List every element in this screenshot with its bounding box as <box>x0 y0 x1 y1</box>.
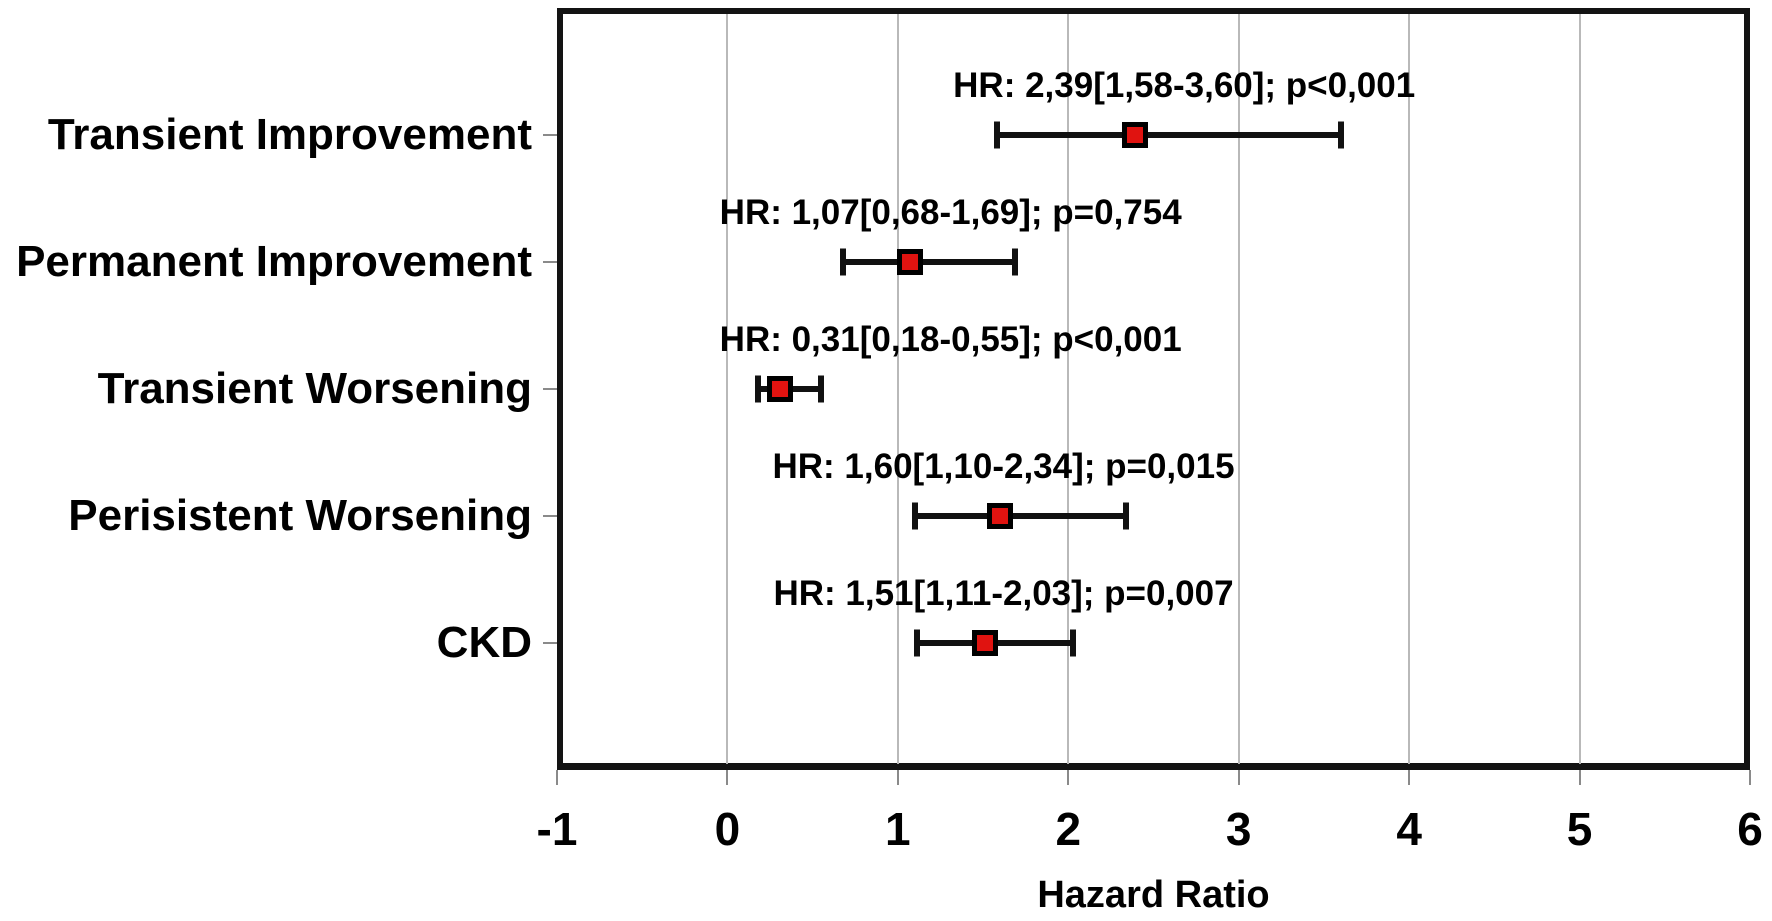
x-axis-tick <box>1237 770 1240 785</box>
category-label: CKD <box>436 618 532 667</box>
gridline <box>1578 14 1581 764</box>
ci-upper-cap <box>1012 248 1019 276</box>
hazard-ratio-marker <box>1121 122 1148 148</box>
x-tick-label: 6 <box>1737 803 1763 855</box>
category-label: Transient Improvement <box>47 110 532 159</box>
confidence-interval-bar <box>914 513 1127 519</box>
confidence-interval-bar <box>843 259 1016 265</box>
ci-upper-cap <box>818 375 825 403</box>
hazard-ratio-marker <box>767 376 794 402</box>
hr-annotation-label: HR: 2,39[1,58-3,60]; p<0,001 <box>953 66 1416 105</box>
x-tick-label: 5 <box>1566 803 1593 855</box>
gridline <box>896 14 899 764</box>
x-axis-tick <box>1749 770 1751 785</box>
ci-lower-cap <box>911 502 918 530</box>
x-axis-tick <box>1067 770 1070 785</box>
hazard-ratio-marker <box>896 249 923 275</box>
x-axis-title: Hazard Ratio <box>1037 874 1270 916</box>
ci-lower-cap <box>755 375 762 403</box>
category-label: Permanent Improvement <box>16 237 532 286</box>
y-axis-tick <box>543 388 557 390</box>
y-axis-tick <box>543 261 557 263</box>
ci-lower-cap <box>840 248 847 276</box>
category-label: Transient Worsening <box>97 364 532 413</box>
y-axis-tick <box>543 642 557 644</box>
x-axis-tick <box>556 770 558 785</box>
gridline <box>1237 14 1240 764</box>
hr-annotation-label: HR: 1,07[0,68-1,69]; p=0,754 <box>719 193 1182 232</box>
hazard-ratio-marker <box>971 630 998 656</box>
x-tick-label: 0 <box>714 803 741 855</box>
ci-upper-cap <box>1337 121 1344 149</box>
x-tick-label: 3 <box>1225 803 1252 855</box>
y-axis-tick <box>543 134 557 136</box>
hr-annotation-label: HR: 1,51[1,11-2,03]; p=0,007 <box>773 574 1234 613</box>
y-axis-tick <box>543 515 557 517</box>
hazard-ratio-marker <box>987 503 1014 529</box>
category-label: Perisistent Worsening <box>68 491 532 540</box>
gridline <box>726 14 729 764</box>
hr-annotation-label: HR: 0,31[0,18-0,55]; p<0,001 <box>719 320 1182 359</box>
gridline <box>1067 14 1070 764</box>
x-axis-tick <box>726 770 729 785</box>
x-tick-label: 4 <box>1396 803 1422 855</box>
x-axis-tick <box>1578 770 1581 785</box>
x-tick-label: 2 <box>1055 803 1082 855</box>
x-tick-label: -1 <box>536 803 578 855</box>
ci-upper-cap <box>1070 629 1077 657</box>
ci-lower-cap <box>993 121 1000 149</box>
hr-annotation-label: HR: 1,60[1,10-2,34]; p=0,015 <box>772 447 1235 486</box>
ci-lower-cap <box>913 629 920 657</box>
x-axis-tick <box>1408 770 1411 785</box>
x-axis-tick <box>896 770 899 785</box>
x-tick-label: 1 <box>885 803 911 855</box>
gridline <box>1408 14 1411 764</box>
plot-area-border <box>557 8 1750 770</box>
ci-upper-cap <box>1123 502 1130 530</box>
confidence-interval-bar <box>996 132 1341 138</box>
